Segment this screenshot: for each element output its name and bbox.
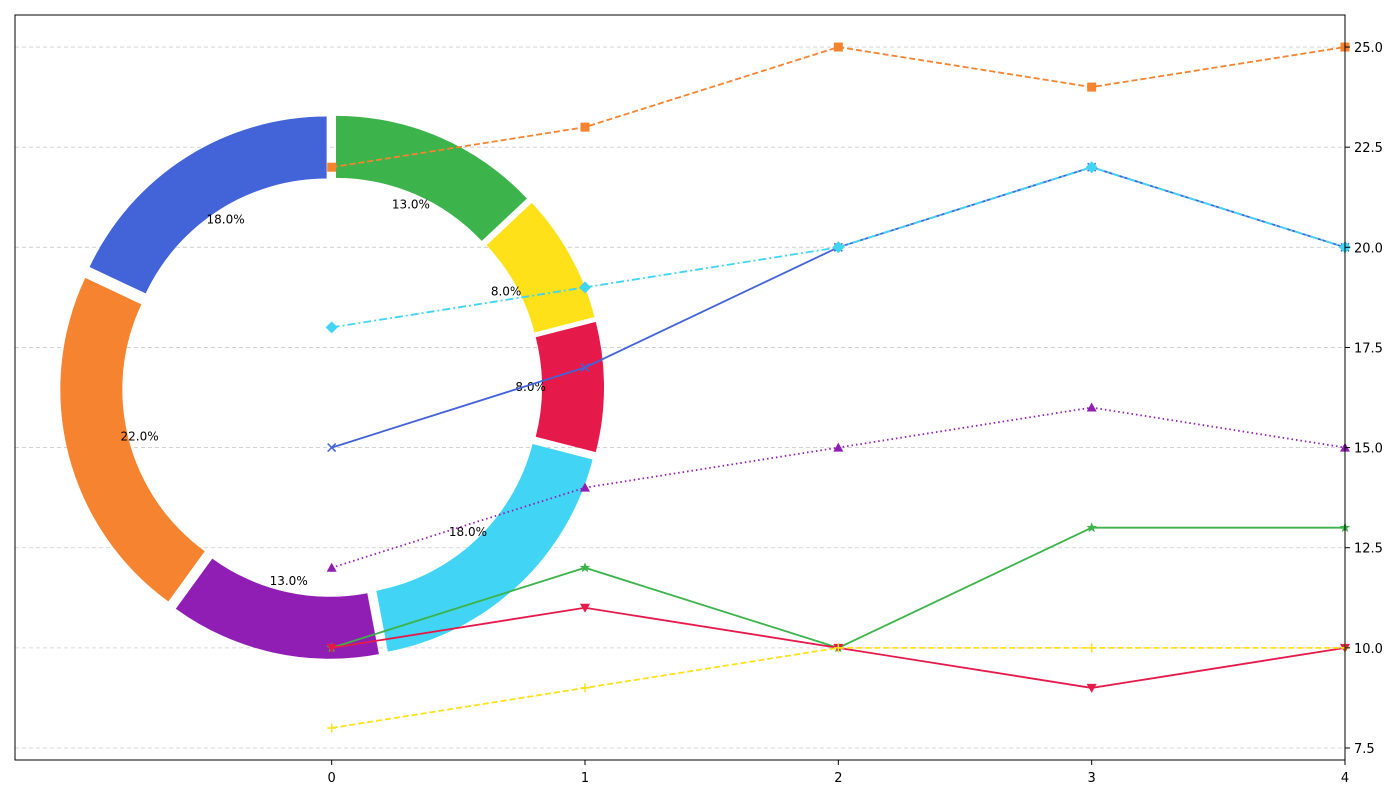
donut-percent-label: 8.0% — [515, 380, 546, 394]
x-axis: 0 1 2 3 4 — [328, 760, 1349, 786]
series-point — [580, 482, 590, 492]
series-point — [1087, 82, 1097, 92]
series-point — [1085, 161, 1098, 174]
y-tick-label: 10.0 — [1354, 642, 1383, 657]
donut-wedge — [335, 115, 527, 241]
donut-percent-label: 13.0% — [392, 198, 430, 212]
donut-percent-label: 8.0% — [491, 284, 522, 298]
donut-percent-label: 22.0% — [121, 429, 159, 443]
series-point — [326, 643, 337, 653]
donut-percent-label: 13.0% — [270, 574, 308, 588]
series-point — [326, 562, 337, 572]
series-point — [1086, 522, 1097, 533]
series-point — [327, 443, 337, 453]
donut-wedge — [60, 277, 205, 602]
series-point — [579, 281, 591, 294]
donut-wedge — [89, 116, 327, 294]
series-point — [832, 241, 845, 254]
y-tick-label: 7.5 — [1354, 742, 1375, 757]
series-point — [1086, 683, 1097, 693]
x-tick-label: 3 — [1088, 771, 1096, 786]
x-tick-label: 1 — [581, 771, 589, 786]
x-tick-label: 2 — [834, 771, 842, 786]
x-tick-label: 0 — [328, 771, 336, 786]
donut-wedge — [376, 444, 593, 652]
series-point — [833, 643, 843, 653]
donut-wedge — [535, 321, 605, 453]
x-tick-label: 4 — [1341, 771, 1349, 786]
y-tick-label: 15.0 — [1354, 442, 1383, 457]
series-point — [580, 122, 590, 132]
series-point — [325, 321, 338, 334]
donut-percent-label: 18.0% — [449, 525, 487, 539]
series-point — [580, 362, 590, 373]
y-tick-label: 17.5 — [1354, 341, 1383, 356]
donut-wedge — [486, 202, 595, 333]
y-tick-label: 22.5 — [1354, 141, 1383, 156]
series-point — [327, 162, 337, 172]
y-tick-label: 12.5 — [1354, 542, 1383, 557]
series-point — [833, 442, 844, 452]
y-tick-label: 25.0 — [1354, 41, 1383, 56]
series-point — [579, 562, 591, 573]
donut-chart: 13.0% 8.0% 8.0% 18.0% 13.0% 22.0% 18.0% — [60, 115, 605, 659]
series-point — [327, 723, 337, 733]
plot-frame — [14, 14, 1346, 761]
series-line — [331, 646, 1345, 729]
line-series — [325, 42, 1351, 733]
y-axis: 7.5 10.0 12.5 15.0 17.5 20.0 22.5 25.0 — [1345, 41, 1383, 757]
series-point — [1086, 402, 1097, 412]
series-point — [580, 683, 590, 693]
series-point — [1087, 643, 1097, 653]
y-tick-label: 20.0 — [1354, 241, 1383, 256]
donut-percent-label: 18.0% — [207, 212, 245, 226]
series-point — [833, 42, 843, 52]
donut-wedge — [175, 558, 379, 659]
series-point — [580, 603, 590, 613]
